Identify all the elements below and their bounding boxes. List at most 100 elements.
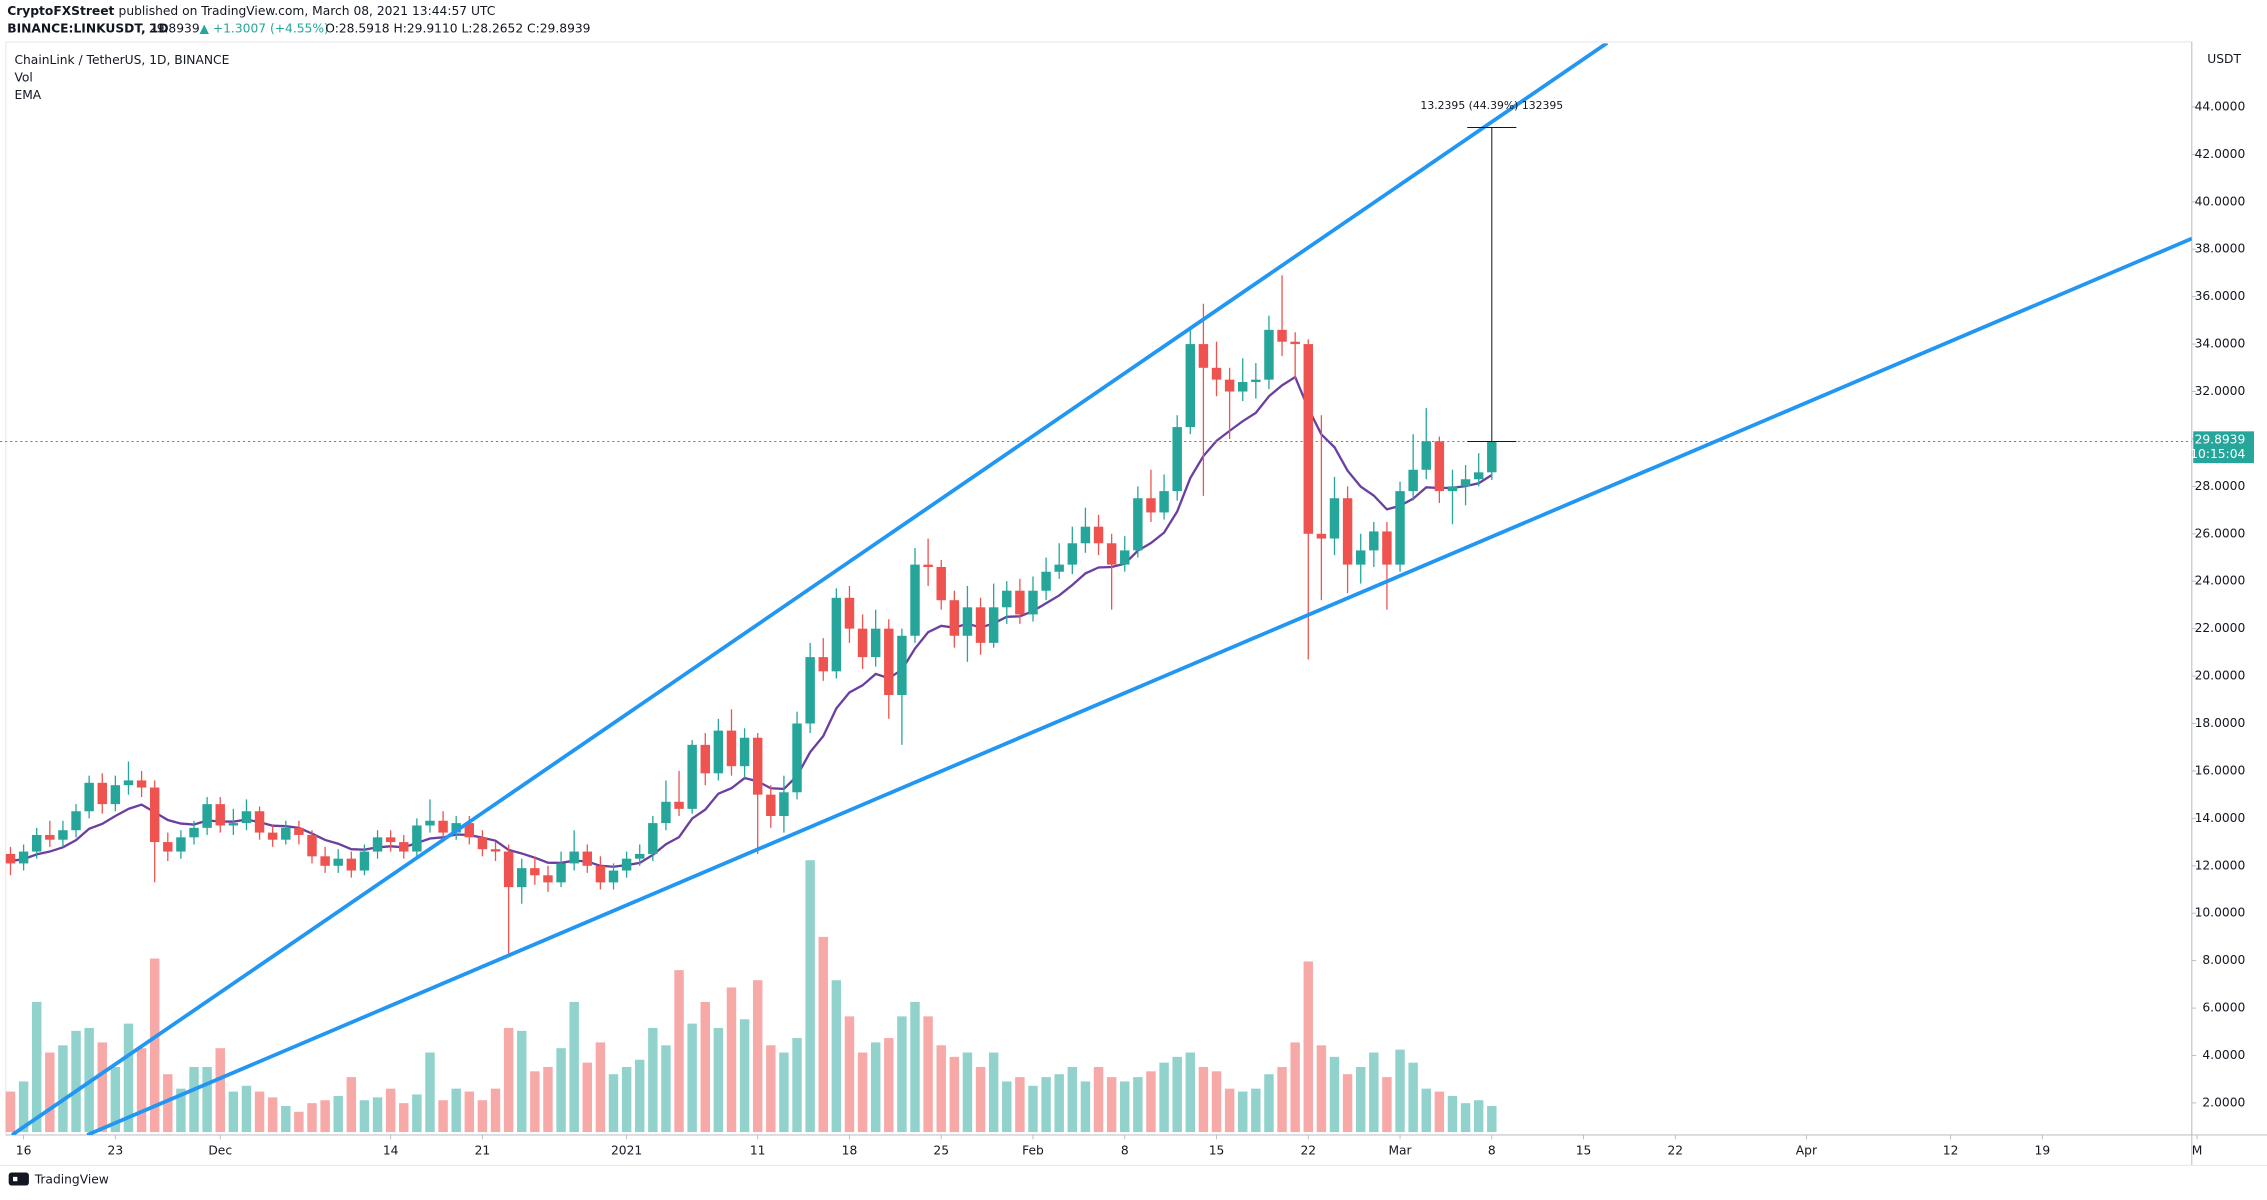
trendline xyxy=(11,43,1609,1135)
volume-bar xyxy=(1041,1077,1051,1133)
volume-bar xyxy=(1382,1077,1392,1133)
x-tick-label: 22 xyxy=(1668,1143,1684,1157)
symbol[interactable]: BINANCE:LINKUSDT, 1D xyxy=(7,21,168,35)
candle-body xyxy=(556,863,566,883)
volume-bar xyxy=(202,1066,212,1133)
candle-body xyxy=(254,811,265,833)
candle-body xyxy=(1041,571,1051,591)
candle-body xyxy=(1395,491,1405,565)
volume-bar xyxy=(1172,1056,1182,1133)
candle-body xyxy=(936,566,946,601)
volume-bar xyxy=(294,1111,304,1133)
currency[interactable]: USDT xyxy=(2207,52,2241,66)
candle-body xyxy=(1015,590,1025,615)
y-tick-label: 10.0000 xyxy=(2195,906,2246,920)
volume-bar xyxy=(923,1016,933,1133)
candle-body xyxy=(766,794,776,816)
volume-bar xyxy=(320,1100,330,1133)
x-tick-label: 11 xyxy=(750,1143,766,1157)
volume-bar xyxy=(464,1091,475,1133)
candle-body xyxy=(569,851,579,864)
candle-body xyxy=(97,782,107,805)
brand[interactable]: TradingView xyxy=(34,1172,109,1186)
candle-body xyxy=(490,849,501,852)
candle-body xyxy=(1460,479,1471,487)
candle-body xyxy=(425,820,435,826)
x-tick-label: Dec xyxy=(208,1143,232,1157)
candle-body xyxy=(1198,344,1209,368)
candle-body xyxy=(700,744,710,774)
candle-body xyxy=(1002,590,1012,608)
volume-bar xyxy=(267,1097,278,1133)
countdown: 10:15:04 xyxy=(2190,447,2245,461)
candle-body xyxy=(1159,491,1169,513)
legend-vol[interactable]: Vol xyxy=(14,71,32,85)
candle-body xyxy=(884,628,894,696)
candle-body xyxy=(1473,472,1484,480)
volume-bar xyxy=(608,1074,619,1133)
author[interactable]: CryptoFXStreet xyxy=(7,4,114,18)
volume-bar xyxy=(438,1100,448,1133)
volume-bar xyxy=(962,1052,973,1133)
candle-body xyxy=(1080,526,1091,544)
candle-body xyxy=(385,837,396,843)
volume-bar xyxy=(1054,1074,1064,1133)
volume-bar xyxy=(254,1091,265,1133)
volume-bar xyxy=(884,1038,894,1133)
volume-bar xyxy=(1447,1095,1458,1133)
volume-bar xyxy=(530,1071,540,1133)
volume-bar xyxy=(215,1048,225,1133)
candle-body xyxy=(1355,550,1366,565)
candle-body xyxy=(752,737,763,795)
candle-body xyxy=(176,837,186,852)
volume-bar xyxy=(477,1100,488,1133)
axes: 2.0000 4.0000 6.0000 8.0000 10.0000 12.0000 14… xyxy=(16,99,2254,1157)
volume-bar xyxy=(1421,1088,1431,1133)
candle-body xyxy=(517,868,527,888)
candle-body xyxy=(818,657,828,672)
candle-body xyxy=(412,825,422,852)
volume-bar xyxy=(1238,1091,1248,1133)
candle-body xyxy=(1382,531,1392,565)
candle-body xyxy=(71,811,81,831)
volume-bar xyxy=(412,1094,422,1133)
volume-bar xyxy=(713,1027,724,1133)
candle-body xyxy=(477,837,488,850)
x-tick-label: 8 xyxy=(1121,1143,1129,1157)
x-tick-label: Mar xyxy=(1388,1143,1412,1157)
candle-body xyxy=(18,851,29,864)
candle-body xyxy=(1120,550,1130,565)
legend-title[interactable]: ChainLink / TetherUS, 1D, BINANCE xyxy=(14,53,229,67)
candle-body xyxy=(621,858,632,871)
volume-bar xyxy=(1290,1042,1300,1133)
candle-body xyxy=(241,811,252,824)
volume-bar xyxy=(503,1027,514,1133)
volume-bar xyxy=(543,1066,553,1133)
volume-bar xyxy=(372,1097,383,1133)
y-tick-label: 26.0000 xyxy=(2195,526,2246,540)
volume-bar xyxy=(399,1103,409,1133)
trendline xyxy=(86,236,2192,1135)
candle-body xyxy=(267,832,278,840)
volume-bar xyxy=(1067,1066,1078,1133)
volume-bar xyxy=(1316,1045,1327,1133)
volume-bar xyxy=(281,1106,291,1133)
candle-body xyxy=(661,801,671,824)
candle-body xyxy=(1224,379,1235,392)
x-tick-label: 8 xyxy=(1488,1143,1496,1157)
candle-body xyxy=(1316,533,1327,539)
volume-bar xyxy=(1329,1056,1340,1133)
x-tick-label: 22 xyxy=(1300,1143,1316,1157)
x-tick-label: M xyxy=(2192,1143,2203,1157)
volume-bar xyxy=(1487,1106,1497,1133)
volume-bar xyxy=(582,1062,593,1133)
volume-bar xyxy=(385,1088,396,1133)
candle-body xyxy=(1106,543,1117,565)
volume-bar xyxy=(1342,1074,1353,1133)
volume-bar xyxy=(359,1100,370,1133)
x-tick-label: 18 xyxy=(842,1143,858,1157)
candle-body xyxy=(58,830,68,840)
legend-ema[interactable]: EMA xyxy=(14,88,41,102)
volume-bar xyxy=(333,1095,343,1133)
candle-body xyxy=(857,628,868,658)
